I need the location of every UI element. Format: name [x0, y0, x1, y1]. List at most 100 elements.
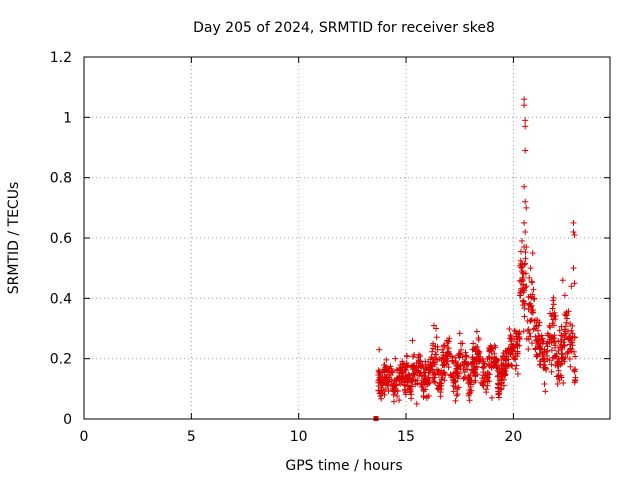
data-point [521, 313, 528, 320]
data-point [401, 386, 408, 393]
data-point [532, 333, 539, 340]
data-point [470, 379, 477, 386]
data-point [526, 274, 533, 281]
data-point [403, 352, 410, 359]
y-tick-label: 0 [63, 412, 72, 428]
data-point [438, 357, 445, 364]
data-point [539, 335, 546, 342]
data-point [514, 338, 521, 345]
data-point [558, 350, 565, 357]
y-tick-label: 0.6 [50, 231, 72, 247]
data-point [470, 369, 477, 376]
data-point [570, 228, 577, 235]
data-point [521, 305, 528, 312]
data-point [548, 368, 555, 375]
data-point [479, 356, 486, 363]
data-point [430, 378, 437, 385]
data-point [570, 265, 577, 272]
data-point [389, 385, 396, 392]
data-point [434, 343, 441, 350]
data-point [541, 346, 548, 353]
data-point [567, 345, 574, 352]
x-tick-label: 0 [80, 429, 89, 445]
data-point [462, 366, 469, 373]
data-point [522, 249, 529, 256]
data-point [566, 333, 573, 340]
data-point [559, 354, 566, 361]
data-point [519, 269, 526, 276]
data-point [530, 326, 537, 333]
data-point [438, 380, 445, 387]
data-point [512, 356, 519, 363]
data-point [522, 117, 529, 124]
data-point [472, 348, 479, 355]
chart-title: Day 205 of 2024, SRMTID for receiver ske… [193, 20, 495, 36]
data-point [387, 363, 394, 370]
data-point [552, 352, 559, 359]
data-point [506, 326, 513, 333]
data-point [481, 374, 488, 381]
data-point [529, 340, 536, 347]
data-point [569, 322, 576, 329]
data-point [495, 381, 502, 388]
data-point [397, 366, 404, 373]
data-point [513, 362, 520, 369]
data-point [554, 381, 561, 388]
data-point [385, 388, 392, 395]
data-point [560, 339, 567, 346]
data-point [533, 351, 540, 358]
data-point [423, 378, 430, 385]
data-point [561, 311, 568, 318]
data-point [413, 400, 420, 407]
data-point [465, 361, 472, 368]
data-point [396, 376, 403, 383]
data-point [564, 328, 571, 335]
data-point [410, 371, 417, 378]
data-point [522, 123, 529, 130]
data-point [467, 389, 474, 396]
data-point [461, 358, 468, 365]
data-point [433, 334, 440, 341]
data-point [399, 360, 406, 367]
data-point [548, 347, 555, 354]
data-point [456, 330, 463, 337]
data-point [523, 244, 530, 251]
data-point [529, 250, 536, 257]
data-point [405, 373, 412, 380]
data-point [534, 337, 541, 344]
data-point [571, 367, 578, 374]
data-point [572, 353, 579, 360]
data-point [542, 388, 549, 395]
data-point [515, 330, 522, 337]
data-point [562, 323, 569, 330]
data-point [541, 380, 548, 387]
data-point [523, 335, 530, 342]
data-point [507, 332, 514, 339]
data-point [493, 363, 500, 370]
data-point [422, 372, 429, 379]
data-point [473, 328, 480, 335]
data-point [525, 294, 532, 301]
data-point [418, 364, 425, 371]
data-point [432, 351, 439, 358]
data-point [572, 377, 579, 384]
data-point [424, 377, 431, 384]
data-point [523, 283, 530, 290]
data-point [568, 337, 575, 344]
data-point [527, 265, 534, 272]
data-point [441, 342, 448, 349]
data-point [410, 363, 417, 370]
data-point [498, 373, 505, 380]
data-point [412, 381, 419, 388]
data-point [397, 367, 404, 374]
data-point [492, 344, 499, 351]
data-point [527, 333, 534, 340]
data-point [546, 357, 553, 364]
data-point [516, 292, 523, 299]
data-point [429, 348, 436, 355]
data-point [417, 358, 424, 365]
data-point [450, 388, 457, 395]
data-point [517, 290, 524, 297]
data-point [394, 392, 401, 399]
data-point [462, 349, 469, 356]
